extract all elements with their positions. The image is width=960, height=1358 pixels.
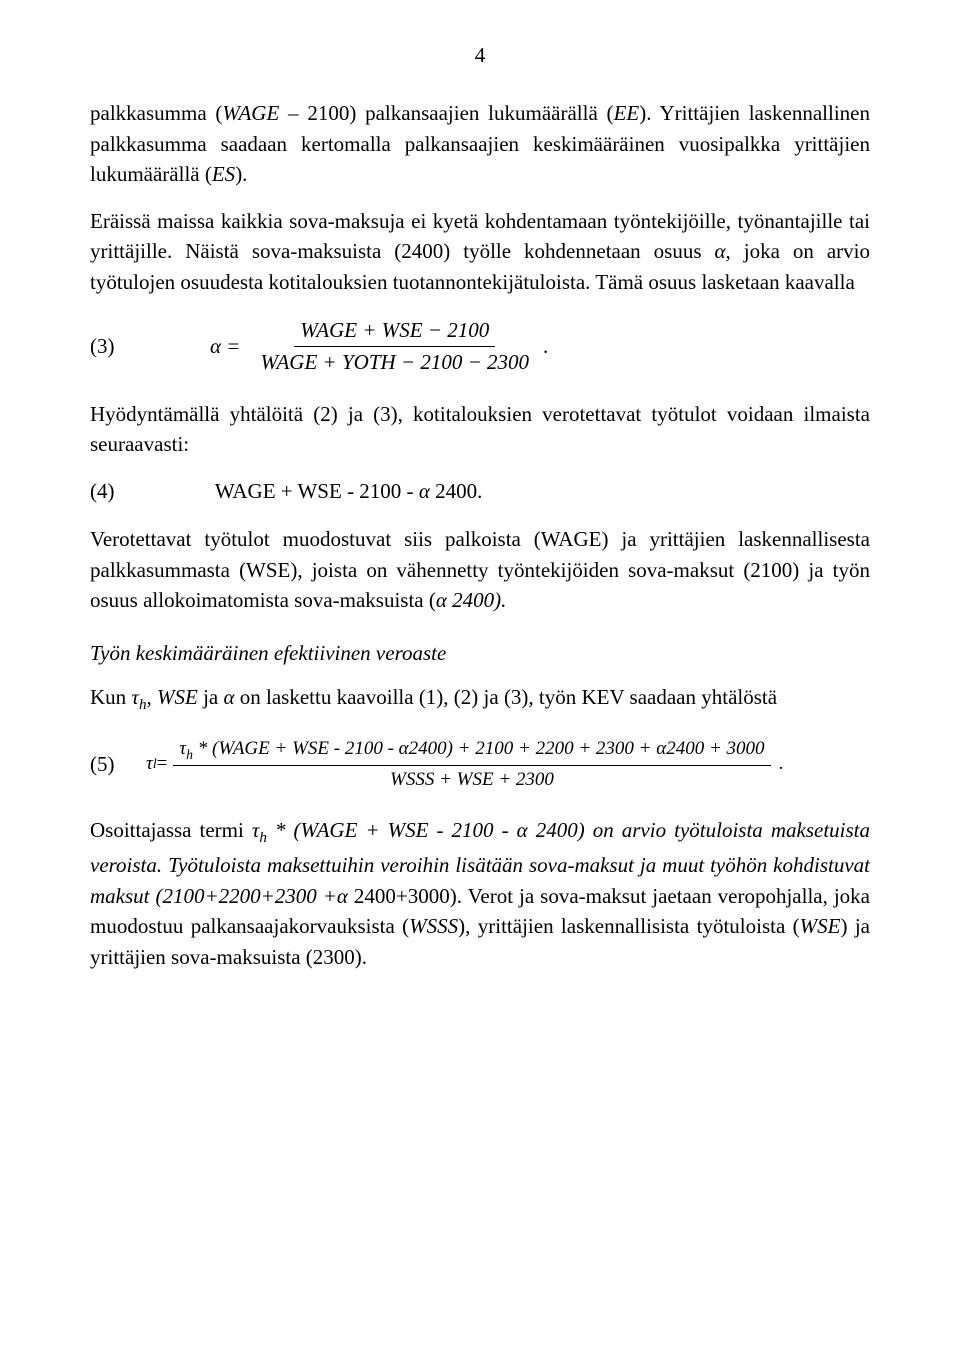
symbol-alpha: α (436, 588, 447, 612)
text: , (147, 685, 158, 709)
equation-label: (3) (90, 331, 210, 361)
paragraph-2: Eräissä maissa kaikkia sova-maksuja ei k… (90, 206, 870, 297)
equation-body: WAGE + WSE - 2100 - α 2400. (215, 479, 482, 503)
equation-5: (5) τl = τh * (WAGE + WSE - 2100 - α2400… (90, 735, 870, 793)
equation-label: (5) (90, 749, 146, 779)
symbol-alpha: α (337, 884, 348, 908)
page-number: 4 (90, 40, 870, 70)
text: Osoittajassa termi (90, 818, 252, 842)
paragraph-1: palkkasumma (WAGE – 2100) palkansaajien … (90, 98, 870, 189)
text: * (WAGE + WSE - 2100 - α2400) + 2100 + 2… (193, 738, 765, 759)
term-wse: WSE (800, 914, 841, 938)
fraction: τh * (WAGE + WSE - 2100 - α2400) + 2100 … (173, 735, 770, 793)
term-wse: WSE (157, 685, 198, 709)
subscript-h: h (259, 830, 267, 846)
symbol-alpha: α (419, 479, 430, 503)
text: palkkasumma ( (90, 101, 222, 125)
text: Kun (90, 685, 131, 709)
text: on laskettu kaavoilla (1), (2) ja (3), t… (235, 685, 778, 709)
equation-body: α = WAGE + WSE − 2100 WAGE + YOTH − 2100… (210, 315, 870, 377)
text: WAGE + WSE - 2100 - (215, 479, 419, 503)
fraction-numerator: τh * (WAGE + WSE - 2100 - α2400) + 2100 … (173, 735, 770, 766)
equation-4: (4) WAGE + WSE - 2100 - α 2400. (90, 476, 870, 506)
text: 2400. (430, 479, 483, 503)
equals: = (157, 750, 168, 778)
symbol-tau: τ (131, 685, 139, 709)
symbol-alpha: α (224, 685, 235, 709)
symbol-alpha: α (714, 239, 725, 263)
text: ja (198, 685, 224, 709)
fraction-denominator: WSSS + WSE + 2300 (384, 766, 560, 794)
equation-body: τl = τh * (WAGE + WSE - 2100 - α2400) + … (146, 735, 783, 793)
term-wsss: WSSS (409, 914, 458, 938)
paragraph-3: Hyödyntämällä yhtälöitä (2) ja (3), koti… (90, 399, 870, 460)
symbol-alpha: α (517, 818, 528, 842)
subheading: Työn keskimääräinen efektiivinen veroast… (90, 638, 870, 668)
equation-3: (3) α = WAGE + WSE − 2100 WAGE + YOTH − … (90, 315, 870, 377)
subscript-h: h (186, 747, 193, 762)
text: – 2100) palkansaajien lukumäärällä ( (279, 101, 613, 125)
paragraph-6: Osoittajassa termi τh * (WAGE + WSE - 21… (90, 815, 870, 972)
equation-label: (4) (90, 476, 210, 506)
equation-period: . (779, 750, 784, 778)
text: 2400). (447, 588, 507, 612)
equation-period: . (543, 331, 548, 361)
text: * (WAGE + WSE - 2100 - (267, 818, 517, 842)
page: 4 palkkasumma (WAGE – 2100) palkansaajie… (0, 0, 960, 1358)
term-wage: WAGE (222, 101, 279, 125)
subscript-h: h (139, 697, 147, 713)
fraction: WAGE + WSE − 2100 WAGE + YOTH − 2100 − 2… (254, 315, 535, 377)
fraction-denominator: WAGE + YOTH − 2100 − 2300 (254, 347, 535, 377)
paragraph-5: Kun τh, WSE ja α on laskettu kaavoilla (… (90, 682, 870, 717)
term-ee: EE (614, 101, 640, 125)
term-es: ES (212, 162, 235, 186)
fraction-numerator: WAGE + WSE − 2100 (294, 315, 495, 346)
symbol-tau: τ (146, 750, 153, 778)
equation-lhs: α = (210, 331, 240, 361)
paragraph-4: Verotettavat työtulot muodostuvat siis p… (90, 524, 870, 615)
text: ). (235, 162, 247, 186)
text: ), yrittäjien laskennallisista työtulois… (458, 914, 799, 938)
